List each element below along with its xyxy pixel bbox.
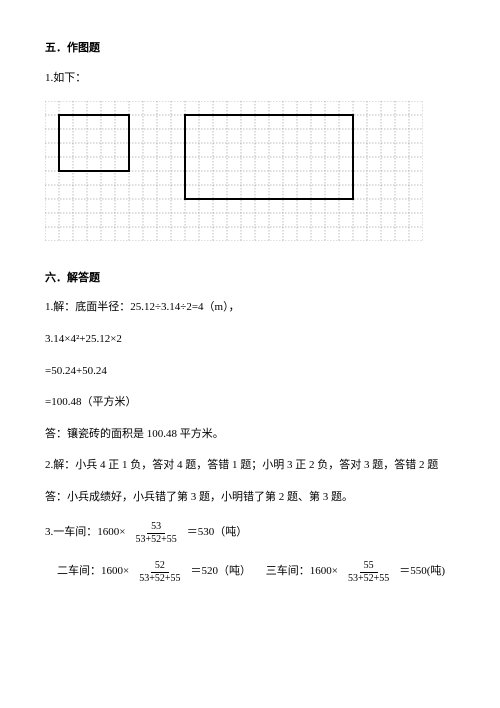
f1-prefix: 3.一车间：1600×	[45, 524, 125, 542]
section-5-title: 五．作图题	[45, 40, 455, 58]
f3-num: 55	[360, 560, 378, 573]
s6-line-5: 答：镶瓷砖的面积是 100.48 平方米。	[45, 426, 455, 444]
section-6-title: 六．解答题	[45, 270, 455, 288]
f3-fraction: 55 53+52+55	[344, 560, 393, 585]
f1-den: 53+52+55	[131, 534, 180, 546]
s6-line-3: =50.24+50.24	[45, 363, 455, 381]
f1-fraction: 53 53+52+55	[131, 521, 180, 546]
f3-suffix: ＝550(吨)	[399, 563, 445, 581]
f2-suffix: ＝520（吨）	[191, 563, 252, 581]
f3-den: 53+52+55	[344, 573, 393, 585]
s6-line-1: 1.解：底面半径：25.12÷3.14÷2=4（m），	[45, 299, 455, 317]
s6-line-4: =100.48（平方米）	[45, 394, 455, 412]
f2-num: 52	[151, 560, 169, 573]
f3-prefix: 三车间：1600×	[266, 563, 338, 581]
fraction-row-1: 3.一车间：1600× 53 53+52+55 ＝530（吨）	[45, 521, 247, 546]
f2-fraction: 52 53+52+55	[135, 560, 184, 585]
f2-den: 53+52+55	[135, 573, 184, 585]
fraction-row-2: 二车间：1600× 52 53+52+55 ＝520（吨）	[45, 560, 251, 585]
grid-figure	[45, 101, 455, 248]
fraction-row-3: 三车间：1600× 55 53+52+55 ＝550(吨)	[254, 560, 445, 585]
grid-svg	[45, 101, 423, 241]
f1-suffix: ＝530（吨）	[187, 524, 248, 542]
s6-line-7: 答：小兵成绩好，小兵错了第 3 题，小明错了第 2 题、第 3 题。	[45, 489, 455, 507]
f1-num: 53	[147, 521, 165, 534]
s6-line-6: 2.解：小兵 4 正 1 负，答对 4 题，答错 1 题；小明 3 正 2 负，…	[45, 457, 455, 475]
s6-line-2: 3.14×4²+25.12×2	[45, 331, 455, 349]
f2-prefix: 二车间：1600×	[57, 563, 129, 581]
section-5-q1: 1.如下：	[45, 70, 455, 88]
